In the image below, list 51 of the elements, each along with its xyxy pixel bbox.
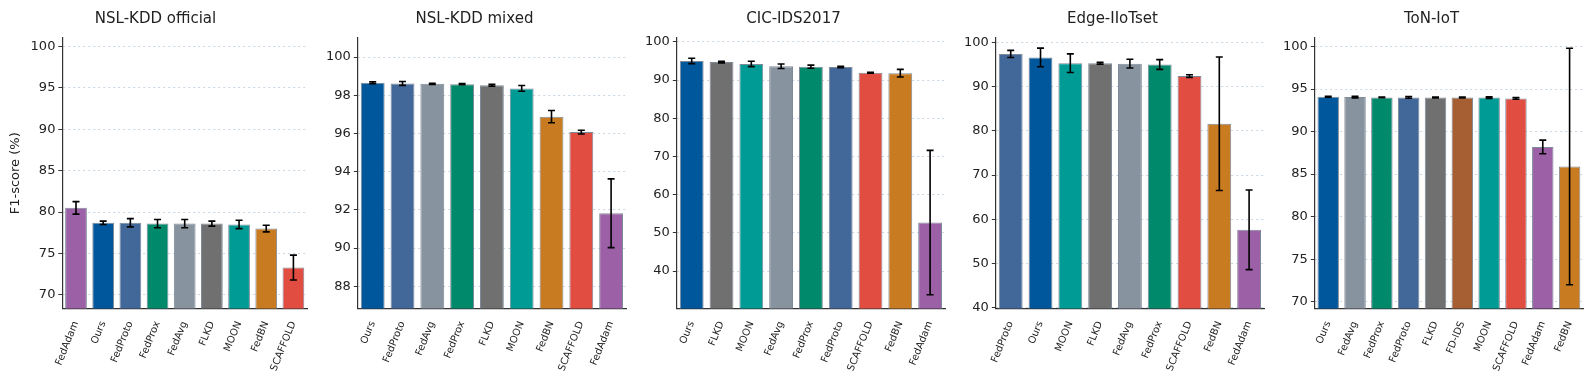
y-tick-label: 90 [38,120,56,136]
y-tick-label: 85 [1291,165,1308,181]
y-tick-label: 95 [1291,80,1308,96]
y-tick-label: 90 [1291,122,1308,138]
x-tick-label: FLKD [1084,319,1105,348]
y-tick-label: 80 [972,122,989,138]
y-tick-label: 60 [653,186,670,202]
y-tick-label: 50 [653,224,670,240]
y-tick-label: 80 [38,203,56,219]
y-tick-label: 94 [334,163,351,179]
x-tick-label: FLKD [1419,319,1440,348]
y-tick-label: 90 [653,71,670,87]
y-tick-label: 70 [653,147,670,163]
y-tick-label: 100 [30,37,56,53]
x-tick-label: Ours [88,319,108,346]
chart-title: NSL-KDD mixed [415,8,534,27]
y-tick-label: 96 [334,124,351,140]
y-tick-label: 90 [334,239,351,255]
x-tick-label: Ours [1313,319,1333,346]
y-tick-label: 80 [1291,208,1308,224]
y-axis-title: F1-score (%) [7,132,23,215]
x-tick-label: FLKD [705,319,726,348]
y-tick-label: 100 [644,33,670,49]
chart-title: CIC-IDS2017 [746,8,841,27]
y-tick-label: 60 [972,210,989,226]
x-tick-label: FLKD [476,319,497,348]
chart-title: ToN-IoT [1402,8,1460,27]
x-tick-label: Ours [676,319,696,346]
y-tick-label: 70 [1291,293,1308,309]
chart-title: Edge-IIoTset [1067,8,1159,27]
y-tick-label: 95 [38,79,56,95]
y-tick-label: 80 [653,109,670,125]
y-tick-label: 70 [972,166,989,182]
y-tick-label: 40 [972,299,989,315]
y-tick-label: 85 [38,161,56,177]
y-tick-label: 75 [1291,250,1308,266]
x-tick-label: FLKD [196,319,217,348]
y-tick-label: 98 [334,86,351,102]
y-tick-label: 70 [38,286,56,302]
y-tick-label: 75 [38,244,56,260]
y-tick-label: 92 [334,201,351,217]
y-tick-label: 100 [325,48,351,64]
y-tick-label: 100 [1282,37,1308,53]
y-tick-label: 90 [972,78,989,93]
y-tick-label: 100 [963,33,989,49]
y-tick-label: 40 [653,262,670,278]
x-tick-label: Ours [357,319,377,346]
y-tick-label: 50 [972,254,989,270]
chart-title: NSL-KDD official [94,8,217,27]
y-tick-label: 88 [334,277,351,293]
x-tick-label: Ours [1025,319,1045,346]
